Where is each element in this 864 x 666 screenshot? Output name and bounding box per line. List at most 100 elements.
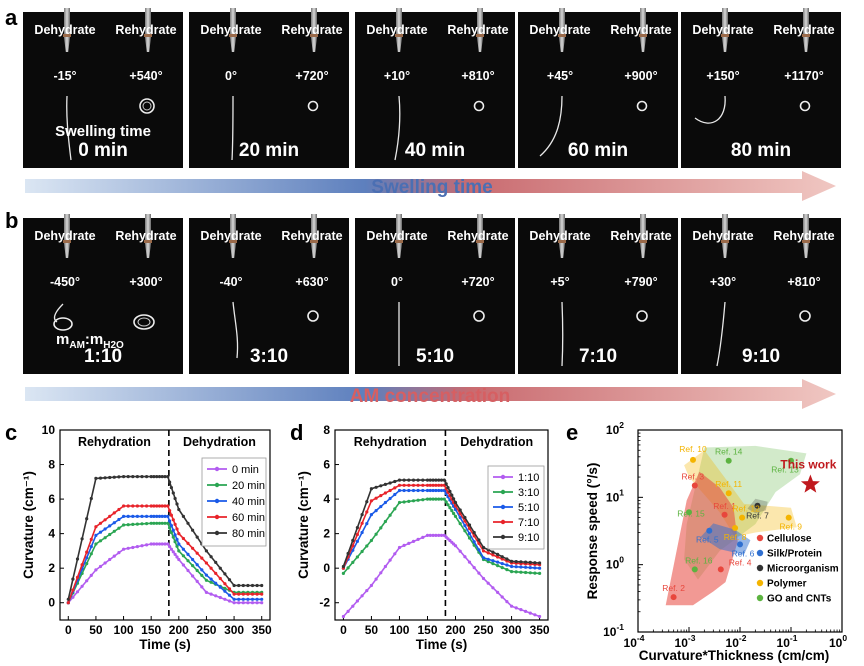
series-point-20 min [126, 523, 130, 527]
series-point-1:10 [472, 566, 476, 570]
series-point-1:10 [505, 600, 509, 604]
series-point-1:10 [383, 564, 387, 569]
series-point-9:10 [411, 478, 416, 482]
series-point-80 min [140, 475, 144, 479]
series-point-9:10 [416, 478, 420, 482]
swelling-time-label: 40 min [405, 140, 465, 161]
series-point-5:10 [467, 532, 472, 536]
x-tick-label: 200 [445, 623, 465, 637]
legend-marker [500, 474, 506, 480]
y-tick-label: 8 [48, 458, 55, 472]
legend-label: 60 min [232, 512, 265, 524]
y-tick-label: 2 [48, 561, 55, 575]
series-point-40 min [122, 514, 126, 519]
dehydrated-fiber [716, 301, 726, 367]
panel-letter-c: c [5, 420, 17, 445]
series-point-3:10 [500, 566, 504, 570]
series-point-80 min [255, 583, 259, 588]
series-point-0 min [173, 552, 177, 557]
series-point-9:10 [444, 482, 448, 486]
series-point-80 min [94, 476, 98, 480]
series-point-9:10 [472, 530, 476, 535]
legend-label: 1:10 [518, 472, 539, 484]
series-point-3:10 [388, 513, 392, 517]
series-point-20 min [191, 564, 195, 568]
panel-a-photo-row: Dehydrate Rehydrate-15° +540°0 min Dehydrat… [23, 8, 841, 168]
series-point-20 min [181, 554, 185, 558]
am-concentration-arrow-shape [25, 379, 836, 409]
series-point-20 min [122, 523, 126, 527]
reference-label: Ref. 13 [771, 465, 799, 475]
photo-tile-row_a-1: Dehydrate Rehydrate -15° +540° 0 min [23, 8, 183, 168]
series-point-80 min [177, 507, 181, 512]
series-point-20 min [103, 536, 107, 540]
series-point-5:10 [500, 562, 504, 566]
rehydrated-fiber-coil-inner [142, 101, 152, 111]
series-point-0 min [246, 601, 250, 605]
series-point-20 min [94, 542, 98, 546]
dehydrated-fiber [561, 301, 564, 367]
reference-label: Ref. 4 [729, 557, 752, 567]
series-point-0 min [209, 592, 213, 596]
series-point-1:10 [351, 604, 355, 608]
series-point-3:10 [496, 564, 500, 568]
series-point-9:10 [463, 515, 467, 520]
legend-marker [214, 482, 220, 488]
series-point-20 min [135, 522, 139, 526]
series-point-7:10 [491, 553, 495, 557]
reference-point [670, 594, 677, 601]
caption-sub-am: AM [69, 340, 85, 351]
legend-marker [214, 514, 220, 520]
y-axis-label: Response speed (°/s) [585, 463, 600, 600]
series-point-60 min [204, 561, 208, 565]
curvature-chart-d: 0 50 100 150 200 250 300 350 -2 0 2 4 6 8 Time (s) Curv… [296, 423, 550, 652]
series-point-7:10 [383, 491, 387, 495]
series-point-7:10 [374, 496, 378, 500]
rehydrate-label: Rehydrate [447, 229, 508, 243]
series-point-40 min [98, 530, 103, 534]
series-point-5:10 [439, 488, 444, 493]
series-point-60 min [214, 571, 218, 576]
series-point-7:10 [434, 483, 438, 487]
legend-label: 20 min [232, 480, 265, 492]
series-point-60 min [173, 522, 177, 527]
dehydrate-angle: +10° [384, 69, 410, 83]
series-point-1:10 [524, 609, 528, 614]
series-point-40 min [246, 597, 250, 601]
series-point-0 min [157, 542, 162, 546]
series-point-60 min [145, 504, 149, 508]
series-point-5:10 [383, 500, 387, 505]
swelling-time-arrow-label: Swelling time [371, 177, 492, 198]
rehydrated-fiber-coil [799, 100, 811, 112]
series-point-0 min [214, 594, 218, 598]
dehydrated-fiber [231, 95, 234, 161]
rehydrate-angle: +720° [461, 275, 494, 289]
series-point-60 min [181, 536, 185, 541]
series-point-40 min [152, 514, 156, 519]
dehydrate-label: Dehydrate [692, 23, 753, 37]
series-point-40 min [237, 597, 241, 601]
series-point-60 min [168, 509, 172, 513]
series-point-1:10 [365, 589, 369, 593]
series-point-5:10 [463, 524, 467, 528]
reference-label: Ref. 5 [696, 535, 719, 545]
series-point-1:10 [388, 558, 392, 562]
rehydrate-label: Rehydrate [773, 229, 834, 243]
series-point-7:10 [393, 486, 397, 490]
series-point-3:10 [467, 536, 472, 540]
series-point-0 min [241, 601, 245, 605]
series-point-3:10 [369, 538, 373, 543]
series-point-7:10 [397, 483, 402, 487]
x-axis-label: Time (s) [139, 637, 191, 652]
series-point-9:10 [365, 500, 369, 504]
y-axis-label: Curvature (cm⁻¹) [296, 471, 311, 579]
series-point-40 min [163, 514, 167, 519]
series-point-3:10 [491, 562, 495, 566]
series-point-80 min [131, 475, 135, 479]
series-point-9:10 [538, 561, 542, 565]
series-point-60 min [227, 587, 232, 591]
rehydrate-label: Rehydrate [447, 23, 508, 37]
reference-point [754, 502, 761, 509]
series-point-20 min [131, 522, 135, 527]
series-point-60 min [122, 504, 126, 508]
